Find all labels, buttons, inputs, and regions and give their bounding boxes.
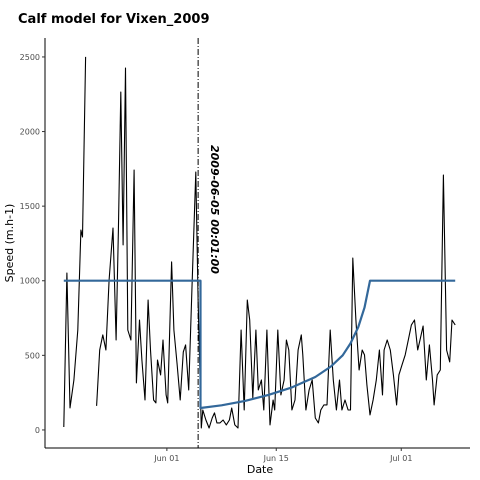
y-tick-label: 0 bbox=[35, 426, 40, 435]
x-tick-label: Jun 15 bbox=[263, 454, 289, 463]
y-tick-label: 2500 bbox=[20, 53, 40, 62]
x-tick-label: Jul 01 bbox=[389, 454, 412, 463]
y-tick-label: 1500 bbox=[20, 202, 40, 211]
chart-title: Calf model for Vixen_2009 bbox=[18, 12, 209, 27]
annotation: 2009-06-05 00:01:00 bbox=[208, 145, 221, 274]
x-tick-label: Jun 01 bbox=[153, 454, 179, 463]
y-axis-title: Speed (m.h-1) bbox=[3, 204, 16, 283]
y-tick-label: 500 bbox=[25, 351, 40, 360]
series-line bbox=[63, 279, 456, 410]
y-tick-label: 2000 bbox=[20, 128, 40, 137]
y-tick-label: 1000 bbox=[20, 277, 40, 286]
x-axis-title: Date bbox=[247, 463, 274, 476]
series-line bbox=[63, 56, 456, 429]
